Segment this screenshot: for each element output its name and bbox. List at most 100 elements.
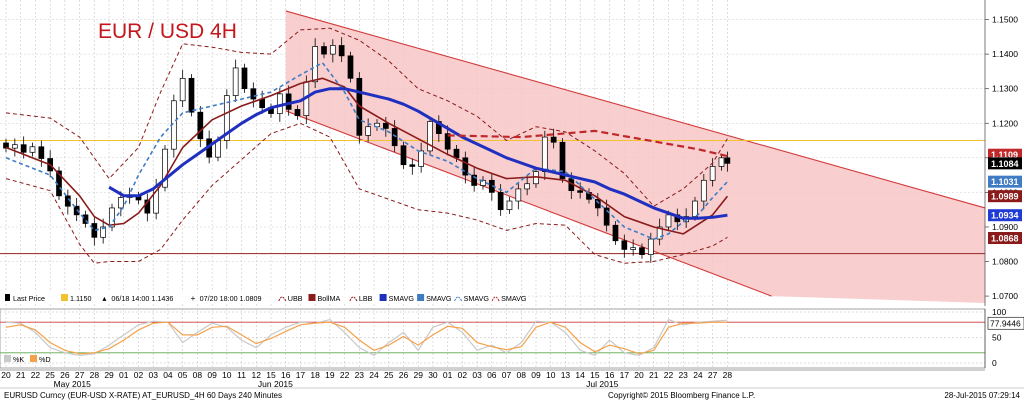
day-tick-label: 10	[222, 370, 232, 380]
legend-item: +07/20 18:00 1.0809	[191, 294, 262, 303]
candle-body	[294, 109, 301, 116]
legend-item: UBB	[278, 294, 303, 303]
day-tick-label: 12	[252, 370, 262, 380]
price-value-label-bg	[988, 190, 1022, 203]
price-tick-label: 1.0900	[992, 222, 1018, 232]
price-tick-label: 1.1400	[992, 49, 1018, 59]
price-panel: EUR / USD 4H Last Price 1.1150 ▴ 06/18 14:0…	[0, 0, 986, 306]
day-tick-label: 05	[178, 370, 188, 380]
candle-body	[541, 136, 548, 172]
price-tick-label: 1.0800	[992, 257, 1018, 267]
day-tick-label: 23	[355, 370, 365, 380]
candle-body	[400, 145, 407, 166]
legend-item: 1.1150	[61, 294, 91, 303]
indicator-lines	[5, 27, 729, 264]
legend-label: UBB	[288, 294, 303, 303]
candle-body	[241, 67, 248, 90]
candle-body	[232, 67, 239, 96]
candle-body	[38, 146, 45, 159]
candle-body	[506, 200, 513, 211]
legend-swatch	[379, 294, 387, 301]
legend-label: 06/18 14:00 1.1436	[111, 294, 173, 303]
day-tick-label: 08	[517, 370, 527, 380]
legend-swatch	[349, 296, 358, 302]
day-tick-label: 10	[546, 370, 556, 380]
legend-swatch	[454, 296, 463, 302]
price-value-label-text: 1.1031	[991, 177, 1019, 187]
osc-legend-swatch	[4, 355, 11, 362]
day-tick-label: 09	[531, 370, 541, 380]
day-tick-label: 27	[75, 370, 85, 380]
month-label: May 2015	[54, 379, 92, 389]
day-tick-label: 09	[207, 370, 217, 380]
candle-body	[700, 179, 707, 202]
stochastic-panel: %K %D	[0, 308, 986, 369]
day-tick-label: 23	[678, 370, 688, 380]
candle-body	[418, 150, 425, 167]
legend-label: 07/20 18:00 1.0809	[200, 294, 262, 303]
day-tick-label: 29	[104, 370, 114, 380]
legend-item: SMAVG	[454, 294, 489, 303]
candle-body	[497, 192, 504, 211]
legend-item: BollMA	[308, 294, 340, 303]
legend-label: SMAVG	[501, 294, 527, 303]
candle-body	[82, 214, 89, 224]
series-lbb-1	[5, 122, 728, 264]
series-smavg-4	[108, 87, 728, 220]
day-tick-label: 07	[502, 370, 512, 380]
legend-label: SMAVG	[389, 294, 415, 303]
day-tick-label: 28	[723, 370, 733, 380]
series-ubb-0	[5, 27, 728, 207]
candle-body	[100, 226, 107, 238]
day-tick-label: 17	[296, 370, 306, 380]
month-label: Jun 2015	[258, 379, 293, 389]
legend-item: SMAVG	[379, 294, 415, 303]
price-value-label-text: 1.0934	[991, 211, 1019, 221]
candle-body	[109, 207, 115, 228]
footer-timestamp: 28-Jul-2015 07:29:14	[944, 391, 1020, 400]
legend-swatch	[278, 296, 287, 302]
candle-body	[724, 157, 731, 164]
osc-lines	[5, 318, 728, 357]
price-value-label-bg	[988, 232, 1022, 245]
day-tick-label: 13	[561, 370, 571, 380]
day-tick-label: 24	[693, 370, 703, 380]
legend-swatch	[417, 294, 425, 301]
candle-body	[524, 183, 531, 190]
day-tick-label: 18	[310, 370, 320, 380]
day-tick-label: 02	[134, 370, 144, 380]
legend-item: SMAVG	[491, 294, 527, 303]
channel-upper-line	[285, 10, 986, 209]
price-value-label-bg	[988, 209, 1022, 222]
day-tick-label: 19	[325, 370, 335, 380]
candle-body	[223, 95, 230, 141]
day-tick-label: 06	[487, 370, 497, 380]
horizontal-levels	[0, 140, 985, 255]
candle-body	[480, 179, 486, 186]
candle-body	[665, 214, 672, 228]
legend-label: LBB	[359, 294, 373, 303]
osc-plot-area	[0, 308, 986, 369]
legend-bg	[0, 291, 520, 304]
osc-value-label: 77.9446	[990, 319, 1021, 329]
day-tick-label: 20	[634, 370, 644, 380]
candle-body	[11, 144, 18, 149]
candle-body	[365, 126, 372, 136]
day-tick-label: 16	[281, 370, 291, 380]
day-tick-label: 21	[649, 370, 659, 380]
series-smavg-3	[5, 61, 728, 240]
candle-body	[427, 121, 433, 152]
candle-body	[718, 157, 725, 167]
day-tick-label: 25	[45, 370, 55, 380]
candle-body	[188, 77, 195, 113]
chart-title: EUR / USD 4H	[98, 20, 237, 43]
price-candles	[3, 37, 731, 263]
candle-body	[117, 197, 124, 209]
legend-label: 1.1150	[70, 294, 91, 303]
candle-body	[391, 128, 398, 147]
candle-body	[603, 207, 610, 226]
series-smavg-5	[447, 129, 728, 158]
osc-legend-label: %K	[13, 355, 24, 364]
legend-swatch	[308, 294, 316, 301]
